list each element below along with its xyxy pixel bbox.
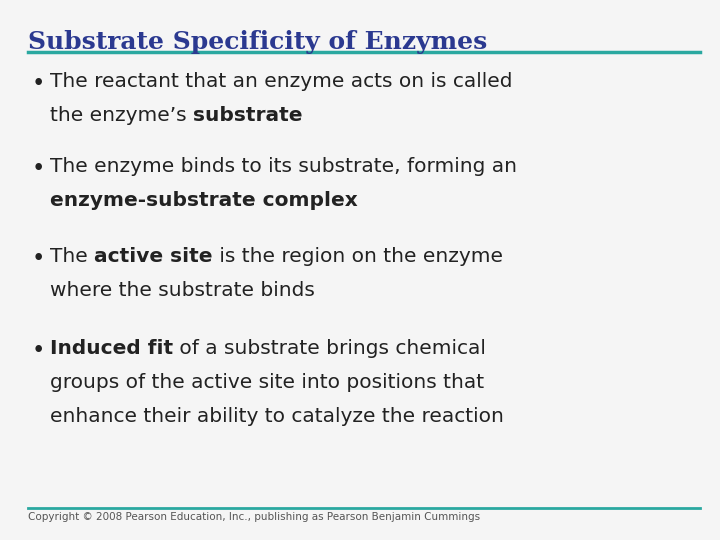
Text: enzyme-substrate complex: enzyme-substrate complex [50, 191, 358, 210]
Text: enhance their ability to catalyze the reaction: enhance their ability to catalyze the re… [50, 407, 504, 426]
Text: of a substrate brings chemical: of a substrate brings chemical [173, 339, 486, 358]
Text: •: • [32, 247, 45, 270]
Text: •: • [32, 339, 45, 362]
Text: is the region on the enzyme: is the region on the enzyme [212, 247, 503, 266]
Text: The: The [50, 247, 94, 266]
Text: Induced fit: Induced fit [50, 339, 173, 358]
Text: substrate: substrate [193, 106, 302, 125]
Text: active site: active site [94, 247, 212, 266]
Text: The reactant that an enzyme acts on is called: The reactant that an enzyme acts on is c… [50, 72, 513, 91]
Text: The enzyme binds to its substrate, forming an: The enzyme binds to its substrate, formi… [50, 157, 517, 176]
Text: the enzyme’s: the enzyme’s [50, 106, 193, 125]
Text: Substrate Specificity of Enzymes: Substrate Specificity of Enzymes [28, 30, 487, 54]
Text: •: • [32, 72, 45, 95]
Text: where the substrate binds: where the substrate binds [50, 281, 315, 300]
Text: •: • [32, 157, 45, 180]
Text: Copyright © 2008 Pearson Education, Inc., publishing as Pearson Benjamin Cumming: Copyright © 2008 Pearson Education, Inc.… [28, 512, 480, 522]
Text: groups of the active site into positions that: groups of the active site into positions… [50, 373, 484, 392]
